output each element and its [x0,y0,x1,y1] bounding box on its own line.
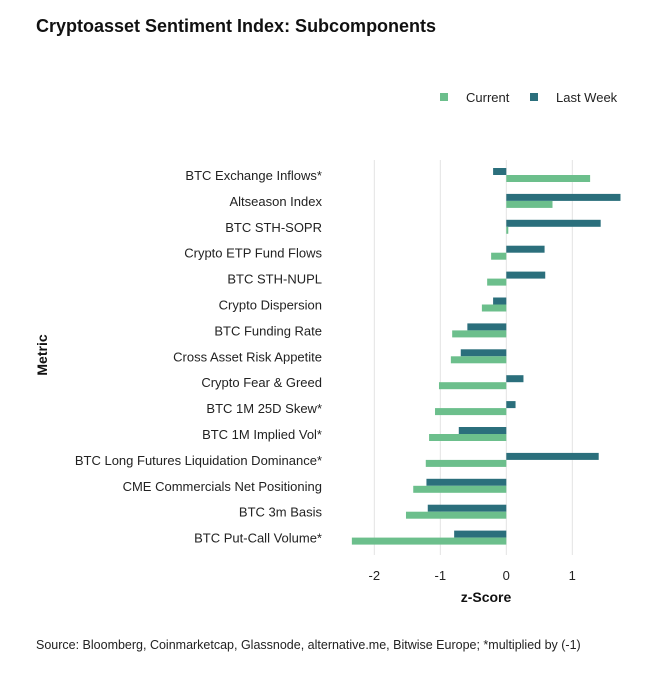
bar-last-week [506,219,601,227]
bar-last-week [506,375,524,383]
x-tick-label: -1 [435,568,447,583]
category-label: BTC Put-Call Volume* [194,531,322,546]
bar-current [506,200,553,208]
source-note: Source: Bloomberg, Coinmarketcap, Glassn… [36,638,581,652]
x-tick-label: 0 [503,568,510,583]
bar-last-week [460,349,507,357]
category-labels: BTC Exchange Inflows* Altseason Index BTC … [75,168,323,546]
bar-last-week [458,427,507,434]
bar-last-week [506,401,516,409]
bar-last-week [506,193,621,201]
y-axis-label: Metric [34,334,50,375]
bar-current [506,226,509,234]
bar-current [506,175,591,182]
x-tick-label: 1 [569,568,576,583]
bar-last-week [506,271,546,279]
legend-label: Last Week [556,90,618,105]
legend-swatch [440,93,448,101]
bar-last-week [493,297,507,305]
bar-current [487,278,507,286]
bar-last-week [493,168,507,175]
bars [351,168,621,545]
category-label: CME Commercials Net Positioning [123,479,322,494]
category-label: Crypto Dispersion [219,298,322,313]
legend-label: Current [466,90,510,105]
category-label: Crypto Fear & Greed [201,375,322,390]
bar-current [491,252,507,260]
bar-current [452,330,507,338]
x-axis-label: z-Score [461,589,512,605]
x-tick-label: -2 [369,568,381,583]
category-label: BTC Long Futures Liquidation Dominance* [75,453,322,468]
bar-current [413,485,507,493]
category-label: BTC 1M 25D Skew* [206,401,322,416]
bar-last-week [426,478,507,486]
bar-current [435,408,507,416]
bar-last-week [506,452,599,460]
bar-current [429,434,507,441]
category-label: BTC Exchange Inflows* [185,168,322,183]
legend-swatch [530,93,538,101]
category-label: BTC 3m Basis [239,505,323,520]
bar-current [481,304,507,312]
x-ticks: -2 -1 0 1 [369,568,576,583]
bar-last-week [506,245,545,253]
category-label: BTC Funding Rate [214,323,322,338]
category-label: BTC STH-NUPL [227,272,322,287]
bar-last-week [454,530,507,538]
bar-current [438,382,507,390]
bar-last-week [467,323,507,331]
category-label: Altseason Index [229,194,322,209]
category-label: BTC STH-SOPR [225,220,322,235]
bar-current [405,511,507,519]
legend: Current Last Week [440,90,618,105]
bar-current [351,537,507,545]
category-label: BTC 1M Implied Vol* [202,427,322,442]
bar-last-week [427,504,507,512]
category-label: Cross Asset Risk Appetite [173,349,322,364]
bar-current [450,356,507,364]
category-label: Crypto ETP Fund Flows [184,246,322,261]
chart-title: Cryptoasset Sentiment Index: Subcomponen… [36,16,436,36]
bar-current [425,459,507,467]
